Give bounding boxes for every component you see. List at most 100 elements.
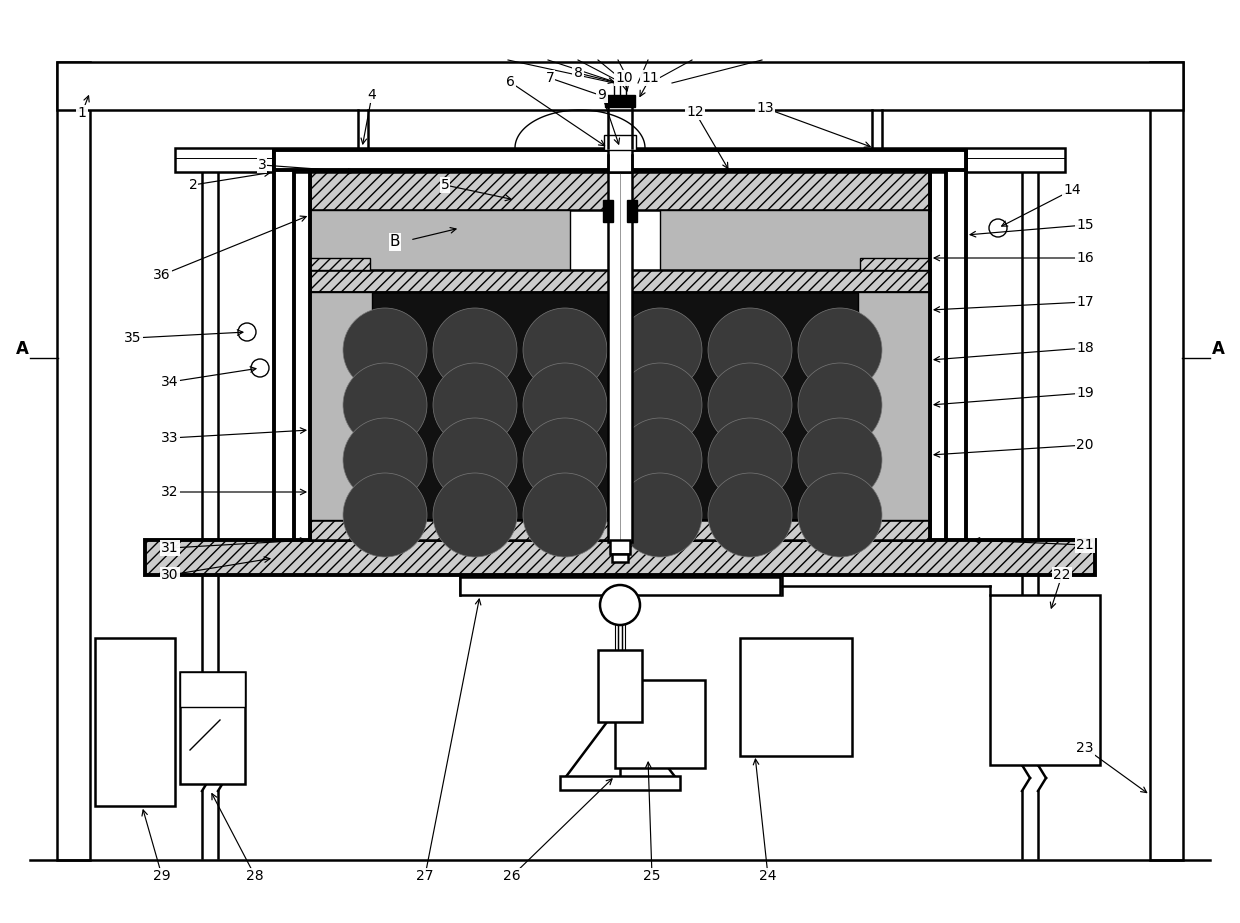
Text: 4: 4	[367, 88, 377, 102]
Bar	[615, 680, 706, 768]
Bar	[603, 200, 613, 222]
Circle shape	[250, 359, 269, 377]
Text: 12: 12	[686, 105, 704, 119]
Text: 34: 34	[161, 375, 179, 389]
Bar	[604, 135, 636, 150]
Circle shape	[600, 585, 640, 625]
Bar	[560, 776, 680, 790]
Text: 16: 16	[1076, 251, 1094, 265]
Circle shape	[523, 363, 608, 447]
Text: 30: 30	[161, 568, 179, 582]
Bar	[608, 172, 632, 542]
Circle shape	[799, 418, 882, 502]
Circle shape	[618, 363, 702, 447]
Circle shape	[433, 308, 517, 392]
Bar	[310, 292, 372, 520]
Text: 23: 23	[1076, 741, 1094, 755]
Bar	[613, 554, 627, 562]
Text: 3: 3	[258, 158, 267, 172]
Text: 19: 19	[1076, 386, 1094, 400]
Text: 35: 35	[124, 331, 141, 345]
Text: 22: 22	[1053, 568, 1071, 582]
Circle shape	[523, 418, 608, 502]
Text: 9: 9	[598, 88, 606, 102]
Text: A: A	[16, 340, 29, 358]
Text: 18: 18	[1076, 341, 1094, 355]
Text: 25: 25	[644, 869, 661, 883]
Circle shape	[343, 473, 427, 557]
Text: 11: 11	[641, 71, 658, 85]
Text: 29: 29	[154, 869, 171, 883]
Text: 2: 2	[188, 178, 197, 192]
Bar	[274, 150, 966, 170]
Bar	[1149, 62, 1183, 860]
Text: 26: 26	[503, 869, 521, 883]
Bar	[861, 258, 930, 270]
Text: 24: 24	[759, 869, 776, 883]
Circle shape	[343, 308, 427, 392]
Bar	[180, 672, 246, 784]
Bar	[180, 672, 246, 707]
Bar	[598, 650, 642, 722]
Bar	[858, 292, 930, 520]
Text: 1: 1	[78, 106, 87, 120]
Circle shape	[433, 418, 517, 502]
Bar	[95, 638, 175, 806]
Circle shape	[433, 473, 517, 557]
Bar	[627, 200, 637, 222]
Bar	[310, 258, 370, 270]
Bar	[605, 95, 635, 107]
Circle shape	[523, 473, 608, 557]
Text: 28: 28	[247, 869, 264, 883]
Circle shape	[799, 308, 882, 392]
Bar	[145, 540, 1095, 575]
Bar	[946, 150, 966, 542]
Bar	[57, 62, 1183, 110]
Circle shape	[990, 219, 1007, 237]
Circle shape	[799, 363, 882, 447]
Circle shape	[618, 418, 702, 502]
Bar	[310, 520, 930, 540]
Circle shape	[618, 473, 702, 557]
Bar	[310, 292, 930, 520]
Bar	[740, 638, 852, 756]
Bar	[175, 148, 1065, 172]
Circle shape	[708, 473, 792, 557]
Circle shape	[708, 363, 792, 447]
Circle shape	[618, 308, 702, 392]
Circle shape	[343, 363, 427, 447]
Text: A: A	[1211, 340, 1224, 358]
Text: 6: 6	[506, 75, 515, 89]
Bar	[608, 148, 632, 172]
Text: 8: 8	[574, 66, 583, 80]
Text: 7: 7	[546, 71, 554, 85]
Text: 27: 27	[417, 869, 434, 883]
Text: 32: 32	[161, 485, 179, 499]
Circle shape	[708, 418, 792, 502]
Text: 10: 10	[615, 71, 632, 85]
Bar	[310, 270, 930, 292]
Text: 13: 13	[756, 101, 774, 115]
Bar	[610, 540, 630, 554]
Text: 21: 21	[1076, 538, 1094, 552]
Text: 14: 14	[1063, 183, 1081, 197]
Bar	[57, 62, 91, 860]
Text: B: B	[389, 234, 401, 249]
Text: 31: 31	[161, 541, 179, 555]
Bar	[310, 210, 570, 272]
Bar	[660, 210, 930, 272]
Text: 5: 5	[440, 178, 449, 192]
Bar	[274, 150, 294, 542]
Circle shape	[343, 418, 427, 502]
Circle shape	[523, 308, 608, 392]
Circle shape	[238, 323, 255, 341]
Circle shape	[799, 473, 882, 557]
Bar	[460, 577, 780, 595]
Text: 20: 20	[1076, 438, 1094, 452]
Text: 33: 33	[161, 431, 179, 445]
Text: 15: 15	[1076, 218, 1094, 232]
Text: 17: 17	[1076, 295, 1094, 309]
Bar	[990, 595, 1100, 765]
Circle shape	[433, 363, 517, 447]
Bar	[310, 172, 930, 210]
